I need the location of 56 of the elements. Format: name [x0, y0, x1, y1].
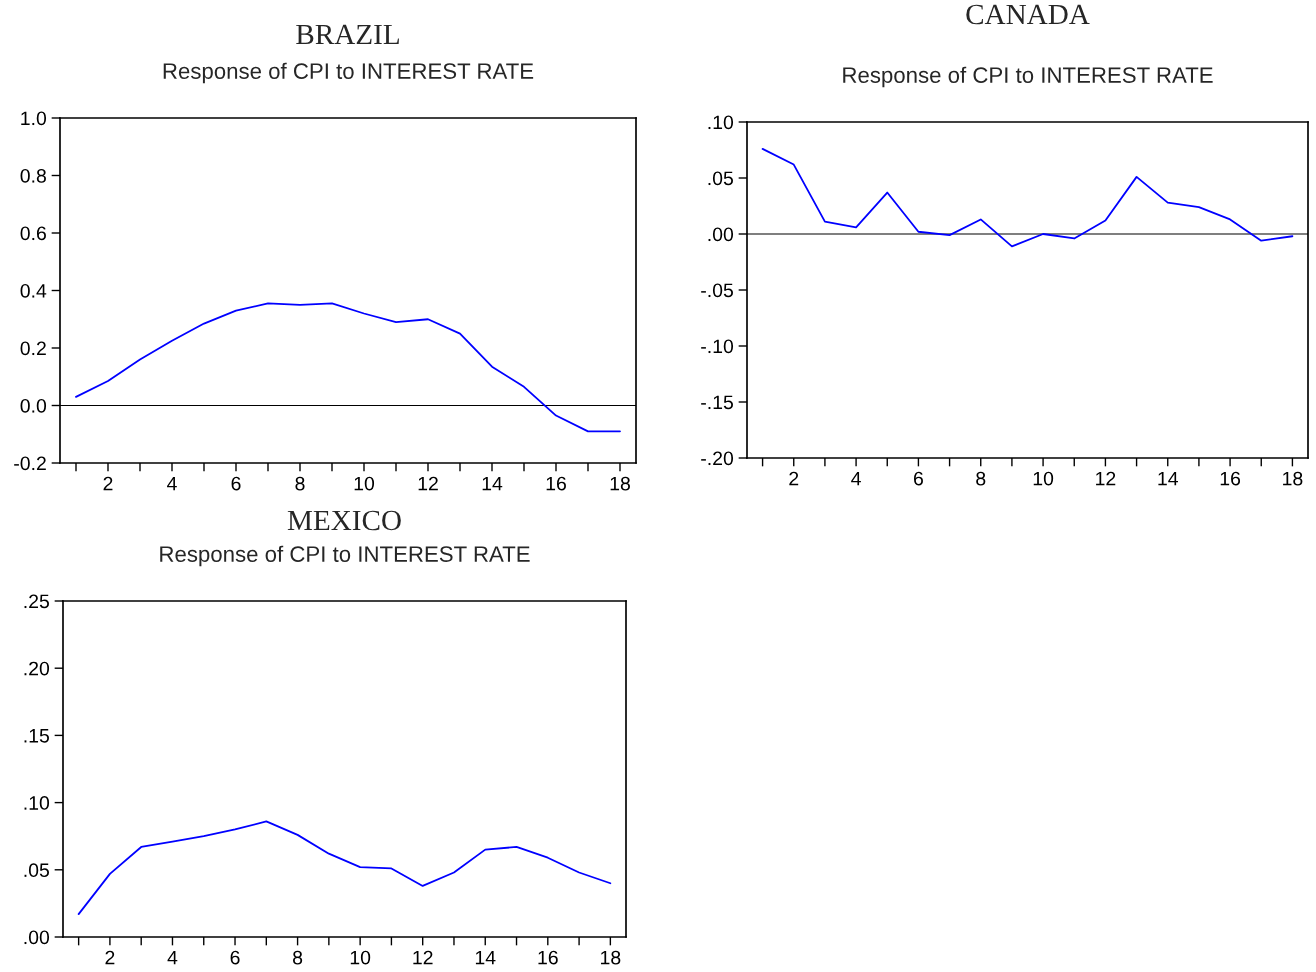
x-tick-label: 16 — [1220, 471, 1241, 486]
line-series — [75, 302, 621, 433]
x-tick-label: 4 — [851, 471, 861, 486]
x-tick-label: 16 — [538, 950, 558, 965]
y-tick-label: .10 — [708, 115, 734, 130]
y-tick-label: 0.0 — [20, 398, 47, 413]
x-tick-label: 4 — [167, 476, 177, 491]
x-tick-label: 10 — [350, 950, 371, 965]
x-tick-label: 12 — [418, 476, 438, 491]
x-tick-label: 12 — [1096, 471, 1116, 486]
x-tick-label: 8 — [976, 471, 986, 486]
x-tick-label: 6 — [914, 471, 923, 486]
y-tick-label: 1.0 — [21, 111, 47, 126]
x-tick-label: 2 — [789, 471, 799, 486]
y-tick-label: .25 — [24, 594, 49, 609]
chart-title: MEXICO — [287, 510, 401, 531]
chart-subtitle: Response of CPI to INTEREST RATE — [843, 66, 1213, 88]
x-tick-label: 10 — [1033, 471, 1054, 486]
y-tick-label: .15 — [24, 729, 49, 743]
chart-subtitle: Response of CPI to INTEREST RATE — [163, 62, 534, 84]
x-tick-label: 8 — [295, 476, 305, 491]
y-tick-label: .10 — [24, 796, 50, 810]
y-tick-label: -.05 — [701, 283, 733, 298]
y-tick-label: .05 — [708, 171, 733, 186]
y-tick-label: .00 — [708, 227, 734, 242]
y-tick-label: -.10 — [701, 339, 734, 354]
x-tick-label: 14 — [475, 950, 496, 965]
chart-subtitle: Response of CPI to INTEREST RATE — [160, 545, 530, 567]
x-tick-label: 6 — [230, 950, 240, 965]
y-tick-label: .20 — [24, 661, 50, 676]
y-tick-label: -.20 — [701, 451, 734, 466]
x-tick-label: 8 — [293, 950, 303, 965]
line-series — [77, 820, 612, 916]
x-tick-label: 18 — [601, 950, 621, 965]
x-tick-label: 18 — [1283, 471, 1303, 486]
y-tick-label: .05 — [24, 863, 49, 878]
y-tick-label: 0.4 — [20, 283, 47, 298]
x-tick-label: 10 — [354, 476, 375, 491]
x-tick-label: 2 — [105, 950, 115, 965]
chart-title: CANADA — [966, 4, 1090, 25]
x-tick-label: 4 — [167, 950, 178, 965]
x-tick-label: 2 — [103, 476, 113, 491]
x-tick-label: 16 — [546, 476, 566, 491]
x-tick-label: 6 — [231, 476, 241, 491]
chart-title: BRAZIL — [296, 24, 399, 45]
y-tick-label: .00 — [24, 930, 50, 945]
y-tick-label: 0.6 — [20, 226, 46, 241]
x-tick-label: 18 — [610, 476, 630, 491]
y-tick-label: -.15 — [701, 395, 733, 410]
x-tick-label: 14 — [1158, 471, 1178, 486]
y-tick-label: 0.2 — [20, 341, 46, 356]
x-tick-label: 14 — [482, 476, 503, 491]
y-tick-label: 0.8 — [20, 168, 46, 183]
y-tick-label: -0.2 — [14, 456, 46, 471]
line-series — [761, 147, 1294, 248]
x-tick-label: 12 — [413, 950, 433, 965]
